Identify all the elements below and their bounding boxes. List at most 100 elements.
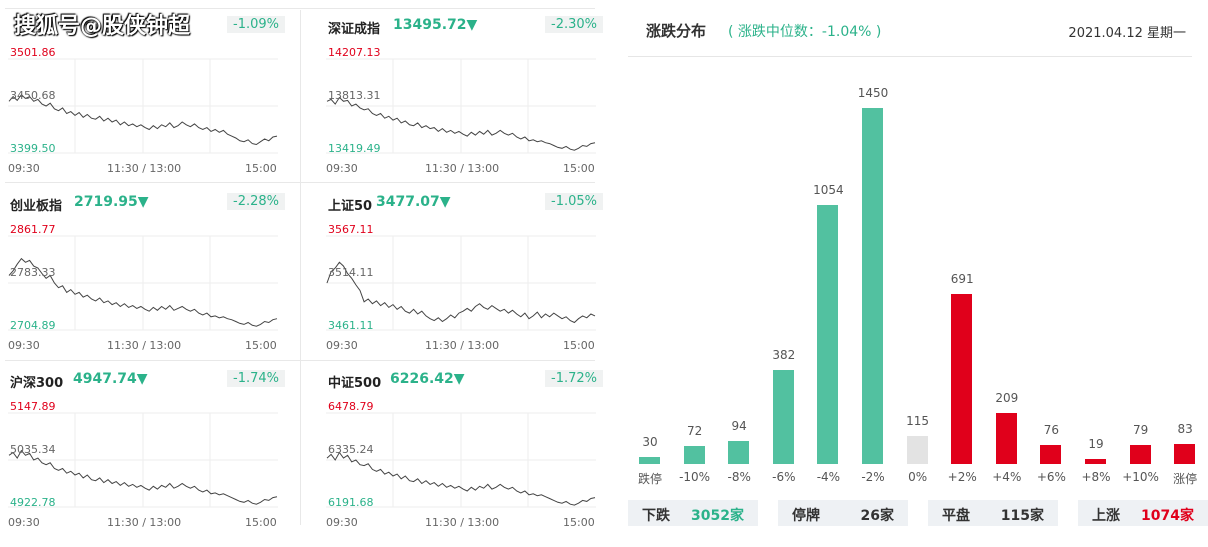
time-close-label: 15:00: [245, 516, 277, 529]
median-change: ( 涨跌中位数：-1.04% ): [728, 24, 882, 40]
price-low-label: 13419.49: [328, 142, 381, 155]
bar-value-label: 1054: [813, 183, 844, 198]
divider: [5, 182, 595, 183]
index-panels: -1.09% 3501.86 3450.68 3399.50 09:30 11:30 / …: [0, 0, 603, 547]
price-high-label: 3501.86: [10, 46, 56, 59]
price-open-label: 5035.34: [10, 443, 56, 456]
price-low-label: 4922.78: [10, 496, 56, 509]
time-mid-label: 11:30 / 13:00: [107, 162, 182, 175]
summary-value: 1074家: [1141, 508, 1194, 524]
bar-+4%: [995, 412, 1017, 464]
category-tick-label: +6%: [1036, 470, 1066, 484]
bar-value-label: 30: [642, 434, 658, 449]
price-open-label: 3514.11: [328, 266, 374, 279]
index-panel[interactable]: 创业板指 2719.95▼ -2.28% 2861.77 2783.33 2704.89 0…: [0, 185, 285, 363]
index-panel[interactable]: -1.09% 3501.86 3450.68 3399.50 09:30 11:30 / …: [0, 8, 285, 186]
price-high-label: 2861.77: [10, 223, 56, 236]
time-close-label: 15:00: [245, 339, 277, 352]
bar-+8%: [1085, 459, 1106, 464]
index-change-badge: -2.30%: [545, 16, 603, 33]
price-low-label: 3461.11: [328, 319, 374, 332]
bar-value-label: 72: [686, 424, 703, 439]
category-tick-label: -10%: [679, 470, 711, 484]
time-close-label: 15:00: [563, 339, 595, 352]
time-open-label: 09:30: [326, 162, 358, 175]
summary-label: 平盘: [942, 508, 970, 524]
category-tick-label: +2%: [947, 470, 977, 484]
index-panel[interactable]: 沪深300 4947.74▼ -1.74% 5147.89 5035.34 4922.78…: [0, 362, 285, 540]
time-close-label: 15:00: [563, 162, 595, 175]
intraday-chart: [8, 58, 278, 154]
rise-fall-distribution: 涨跌分布 ( 涨跌中位数：-1.04% ) 2021.04.12 星期一 30 跌…: [628, 0, 1208, 547]
summary-box: 下跌 3052家: [628, 500, 758, 526]
bar-value-label: 76: [1043, 423, 1060, 438]
time-open-label: 09:30: [326, 516, 358, 529]
category-tick-label: +8%: [1081, 470, 1111, 484]
time-close-label: 15:00: [563, 516, 595, 529]
time-mid-label: 11:30 / 13:00: [425, 162, 500, 175]
summary-value: 26家: [860, 508, 894, 524]
bar-value-label: 115: [906, 413, 930, 428]
bar-+6%: [1040, 445, 1062, 464]
watermark: 搜狐号@股侠钟超: [14, 14, 191, 39]
time-open-label: 09:30: [8, 339, 40, 352]
index-name: 沪深300: [10, 376, 64, 391]
index-header: 上证50 3477.07▼ -1.05%: [328, 191, 603, 217]
index-value: 4947.74▼: [73, 371, 148, 387]
index-header: 创业板指 2719.95▼ -2.28%: [10, 191, 285, 217]
index-change-badge: -2.28%: [227, 193, 285, 210]
time-mid-label: 11:30 / 13:00: [425, 339, 500, 352]
summary-box: 上涨 1074家: [1078, 500, 1208, 526]
distribution-title: 涨跌分布: [646, 22, 707, 40]
bar-value-label: 94: [731, 418, 747, 433]
price-open-label: 3450.68: [10, 89, 56, 102]
category-tick-label: 0%: [908, 470, 928, 484]
bar-value-label: 691: [950, 272, 974, 287]
summary-value: 115家: [1000, 508, 1044, 524]
index-header: 中证500 6226.42▼ -1.72%: [328, 368, 603, 394]
bar--6%: [772, 370, 794, 464]
index-panel[interactable]: 中证500 6226.42▼ -1.72% 6478.79 6335.24 6191.68…: [318, 362, 603, 540]
price-open-label: 2783.33: [10, 266, 56, 279]
price-line: [326, 451, 596, 506]
trade-date: 2021.04.12 星期一: [1068, 26, 1186, 41]
summary-box: 平盘 115家: [928, 500, 1058, 526]
category-tick-label: +4%: [992, 470, 1022, 484]
summary-box: 停牌 26家: [778, 500, 908, 526]
summary-label: 下跌: [642, 508, 670, 524]
time-open-label: 09:30: [8, 162, 40, 175]
bar-+10%: [1129, 444, 1151, 464]
price-line: [8, 93, 278, 146]
category-tick-label: 跌停: [637, 472, 662, 486]
index-header: -1.09%: [10, 14, 285, 40]
index-name: 创业板指: [10, 199, 63, 214]
price-high-label: 5147.89: [10, 400, 56, 413]
category-tick-label: +10%: [1122, 470, 1159, 484]
price-low-label: 2704.89: [10, 319, 56, 332]
index-panel[interactable]: 深证成指 13495.72▼ -2.30% 14207.13 13813.31 13419…: [318, 8, 603, 186]
category-tick-label: 涨停: [1173, 472, 1198, 486]
index-header: 深证成指 13495.72▼ -2.30%: [328, 14, 603, 40]
index-change-badge: -1.72%: [545, 370, 603, 387]
divider: [5, 8, 595, 9]
category-tick-label: -8%: [727, 470, 751, 484]
index-value: 6226.42▼: [390, 371, 465, 387]
bar--8%: [728, 440, 750, 464]
price-line: [8, 449, 278, 505]
bar-跌停: [639, 456, 660, 464]
price-line: [8, 257, 278, 327]
time-open-label: 09:30: [8, 516, 40, 529]
summary-label: 停牌: [792, 508, 820, 524]
index-change-badge: -1.09%: [227, 16, 285, 33]
time-mid-label: 11:30 / 13:00: [107, 516, 182, 529]
distribution-bars: 30 跌停 72 -10% 94 -8% 382 -6% 1054 -4% 1450 -2% 115 0%…: [628, 60, 1208, 490]
summary-value: 3052家: [691, 508, 744, 524]
price-line: [326, 96, 596, 151]
index-panel[interactable]: 上证50 3477.07▼ -1.05% 3567.11 3514.11 3461.11 0…: [318, 185, 603, 363]
price-line: [326, 261, 596, 324]
price-high-label: 14207.13: [328, 46, 381, 59]
bar--4%: [817, 205, 839, 464]
bar-value-label: 19: [1088, 437, 1104, 452]
bar-+2%: [951, 294, 973, 464]
intraday-chart: [8, 412, 278, 508]
